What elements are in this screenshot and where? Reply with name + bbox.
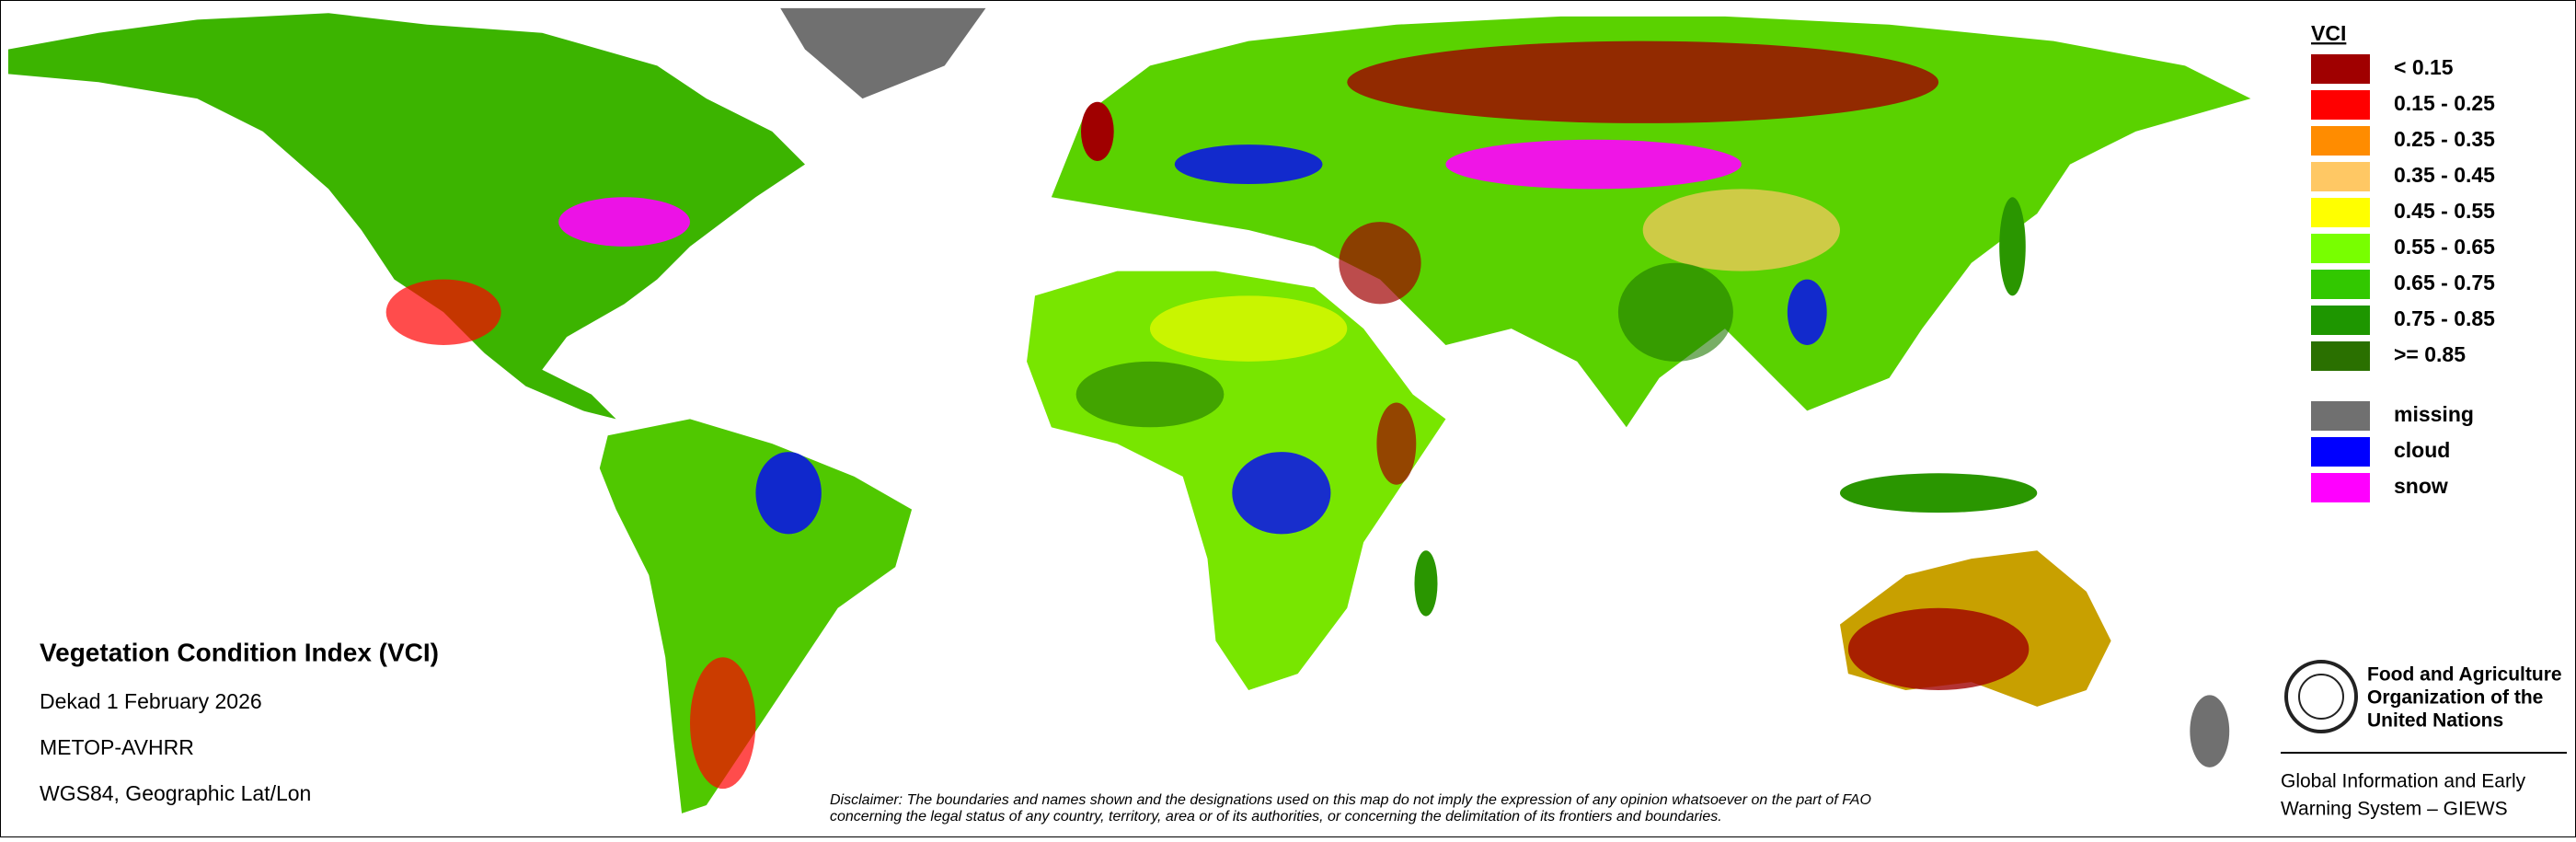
info-line: WGS84, Geographic Lat/Lon bbox=[40, 781, 311, 805]
legend-swatch bbox=[2311, 54, 2370, 84]
map-info: Vegetation Condition Index (VCI) Dekad 1… bbox=[40, 638, 439, 805]
legend-swatch bbox=[2311, 90, 2370, 120]
info-line: Dekad 1 February 2026 bbox=[40, 689, 262, 713]
legend-label: snow bbox=[2394, 474, 2448, 498]
yellow-patch bbox=[1642, 189, 1840, 271]
legend-title: VCI bbox=[2311, 21, 2346, 45]
map-title: Vegetation Condition Index (VCI) bbox=[40, 638, 439, 666]
snow-patch bbox=[1445, 139, 1742, 190]
greenland bbox=[780, 7, 986, 99]
legend-label: cloud bbox=[2394, 438, 2450, 462]
fao-block: Food and Agriculture Organization of the… bbox=[2281, 660, 2567, 820]
drought-patch bbox=[1347, 40, 1939, 123]
legend-swatch bbox=[2311, 162, 2370, 191]
legend-label: 0.15 - 0.25 bbox=[2394, 91, 2495, 115]
legend-swatch bbox=[2311, 473, 2370, 502]
fao-logo bbox=[2284, 660, 2358, 733]
cloud-patch bbox=[1174, 144, 1323, 184]
japan bbox=[1999, 197, 2026, 296]
legend-label: 0.65 - 0.75 bbox=[2394, 271, 2495, 294]
drought-patch bbox=[1847, 607, 2030, 690]
fao-name: United Nations bbox=[2367, 710, 2503, 732]
legend-swatch bbox=[2311, 401, 2370, 431]
legend-label: missing bbox=[2394, 402, 2474, 426]
legend-label: 0.35 - 0.45 bbox=[2394, 163, 2495, 187]
indonesia bbox=[1839, 473, 2038, 513]
legend-swatch bbox=[2311, 437, 2370, 467]
world-map bbox=[7, 7, 2251, 813]
snow-patch bbox=[558, 197, 690, 247]
legend: VCI < 0.15 0.15 - 0.25 0.25 - 0.35 0.35 - 0… bbox=[2311, 21, 2495, 502]
new-zealand bbox=[2190, 695, 2230, 767]
drought-patch bbox=[385, 279, 501, 345]
legend-swatch bbox=[2311, 198, 2370, 227]
cloud-patch bbox=[1787, 279, 1827, 345]
legend-label: 0.45 - 0.55 bbox=[2394, 199, 2495, 223]
disclaimer-line: concerning the legal status of any count… bbox=[830, 809, 1722, 825]
legend-swatch bbox=[2311, 234, 2370, 263]
drought-patch bbox=[1376, 402, 1417, 485]
giews-name: Warning System – GIEWS bbox=[2281, 799, 2508, 820]
north-america bbox=[7, 13, 805, 420]
fao-name: Food and Agriculture bbox=[2367, 664, 2562, 686]
legend-label: >= 0.85 bbox=[2394, 342, 2466, 366]
green-patch bbox=[1617, 262, 1733, 362]
uk bbox=[1080, 101, 1114, 161]
fao-logo-inner bbox=[2298, 674, 2344, 720]
yellow-patch bbox=[1149, 295, 1348, 362]
giews-name: Global Information and Early bbox=[2281, 771, 2526, 792]
legend-swatch bbox=[2311, 341, 2370, 371]
legend-label: 0.55 - 0.65 bbox=[2394, 235, 2495, 259]
info-line: METOP-AVHRR bbox=[40, 735, 194, 759]
legend-swatch bbox=[2311, 306, 2370, 335]
green-patch bbox=[1075, 361, 1225, 428]
legend-label: < 0.15 bbox=[2394, 55, 2454, 79]
cloud-patch bbox=[755, 452, 822, 535]
disclaimer-line: Disclaimer: The boundaries and names sho… bbox=[830, 792, 1871, 808]
legend-label: 0.75 - 0.85 bbox=[2394, 306, 2495, 330]
disclaimer: Disclaimer: The boundaries and names sho… bbox=[830, 792, 1871, 825]
cloud-patch bbox=[1232, 452, 1331, 535]
south-america bbox=[599, 419, 913, 813]
fao-name: Organization of the bbox=[2367, 687, 2543, 709]
legend-swatch bbox=[2311, 270, 2370, 299]
legend-label: 0.25 - 0.35 bbox=[2394, 127, 2495, 151]
drought-patch bbox=[689, 657, 756, 790]
madagascar bbox=[1414, 550, 1438, 617]
legend-swatch bbox=[2311, 126, 2370, 156]
drought-patch bbox=[1339, 222, 1421, 305]
